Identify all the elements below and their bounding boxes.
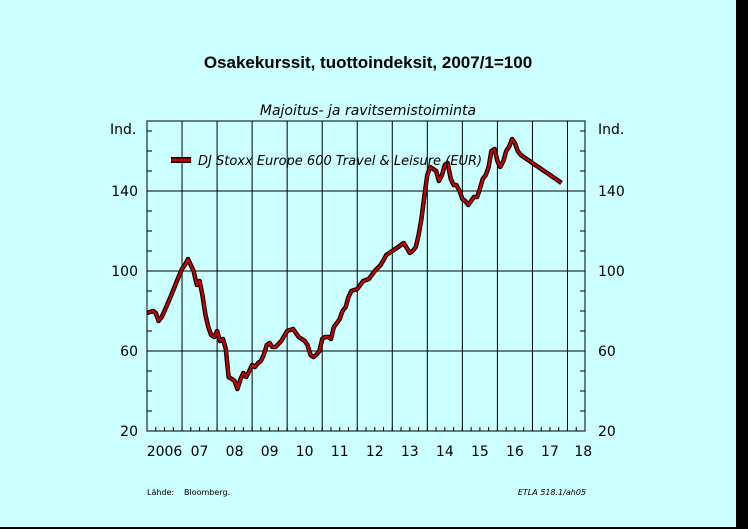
- x-tick-label: 18: [574, 444, 592, 460]
- legend: DJ Stoxx Europe 600 Travel & Leisure (EU…: [171, 154, 482, 169]
- x-tick-label: 09: [261, 444, 279, 460]
- y-tick-labels-right: 20 60 100 140: [598, 184, 625, 440]
- x-tick-label: 14: [436, 444, 454, 460]
- source-value: Bloomberg.: [184, 488, 230, 497]
- x-tick-label: 15: [471, 444, 489, 460]
- x-tick-label: 16: [506, 444, 524, 460]
- x-tick-label: 13: [401, 444, 419, 460]
- grid-lines: [147, 121, 585, 431]
- x-tick-label: 12: [366, 444, 384, 460]
- x-tick-label: 2006: [147, 444, 183, 460]
- y-axis-unit-left: Ind.: [110, 122, 136, 138]
- plot-border: [146, 120, 586, 432]
- y-tick-label-right: 140: [598, 184, 625, 200]
- x-tick-label: 10: [296, 444, 314, 460]
- chart-title: Osakekurssit, tuottoindeksit, 2007/1=100: [204, 53, 532, 72]
- legend-label: DJ Stoxx Europe 600 Travel & Leisure (EU…: [198, 154, 482, 169]
- y-tick-label-left: 100: [111, 264, 138, 280]
- series-line: [146, 137, 563, 391]
- y-tick-labels-left: 20 60 100 140: [111, 184, 138, 440]
- series-layer: [146, 136, 563, 392]
- source-label: Lähde:: [147, 488, 174, 497]
- x-tick-label: 17: [541, 444, 559, 460]
- y-tick-label-left: 140: [111, 184, 138, 200]
- x-tick-labels: 2006 07 08 09 10 11 12 13 14 15 16 17 18: [147, 444, 592, 460]
- y-tick-label-right: 20: [598, 424, 616, 440]
- chart-subtitle: Majoitus- ja ravitsemistoiminta: [260, 103, 476, 119]
- y-axis-unit-right: Ind.: [598, 122, 624, 138]
- plot-area: [147, 121, 585, 431]
- y-tick-label-left: 60: [120, 344, 138, 360]
- x-tick-label: 11: [331, 444, 349, 460]
- x-tick-label: 07: [191, 444, 209, 460]
- footer-code: ETLA 518.1/ah05: [518, 488, 586, 497]
- x-tick-label: 08: [226, 444, 244, 460]
- y-tick-label-left: 20: [120, 424, 138, 440]
- y-tick-label-right: 100: [598, 264, 625, 280]
- y-tick-label-right: 60: [598, 344, 616, 360]
